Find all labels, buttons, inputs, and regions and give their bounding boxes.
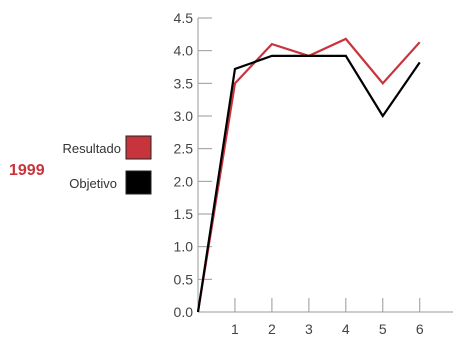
x-tick-label: 2 <box>268 321 276 337</box>
x-tick-label: 4 <box>342 321 350 337</box>
legend: Resultado Objetivo <box>62 135 152 195</box>
y-tick-label: 4.0 <box>174 43 194 59</box>
series-line-resultado <box>196 37 421 313</box>
x-tick-label: 3 <box>305 321 313 337</box>
legend-label-resultado: Resultado <box>62 141 121 156</box>
x-tick-label: 6 <box>416 321 424 337</box>
legend-swatch-objetivo <box>125 170 152 195</box>
x-tick-label: 1 <box>231 321 239 337</box>
y-tick-label: 1.5 <box>174 206 194 222</box>
series-line-objetivo <box>196 54 421 313</box>
y-tick-label: 2.5 <box>174 141 194 157</box>
y-tick-label: 3.5 <box>174 75 194 91</box>
x-tick-label: 5 <box>379 321 387 337</box>
year-label: 1999 <box>9 162 45 179</box>
x-axis: 1 2 3 4 5 6 <box>198 298 453 337</box>
y-axis: 0.0 0.5 1.0 1.5 2.0 2.5 3.0 3.5 4.0 4.5 <box>174 10 212 320</box>
series-lines <box>196 37 421 313</box>
y-tick-label: 4.5 <box>174 10 194 26</box>
legend-swatch-resultado <box>125 135 152 160</box>
y-tick-label: 2.0 <box>174 173 194 189</box>
legend-label-objetivo: Objetivo <box>69 176 117 191</box>
y-tick-label: 0.0 <box>174 304 194 320</box>
y-tick-label: 0.5 <box>174 271 194 287</box>
y-tick-label: 3.0 <box>174 108 194 124</box>
y-tick-label: 1.0 <box>174 239 194 255</box>
